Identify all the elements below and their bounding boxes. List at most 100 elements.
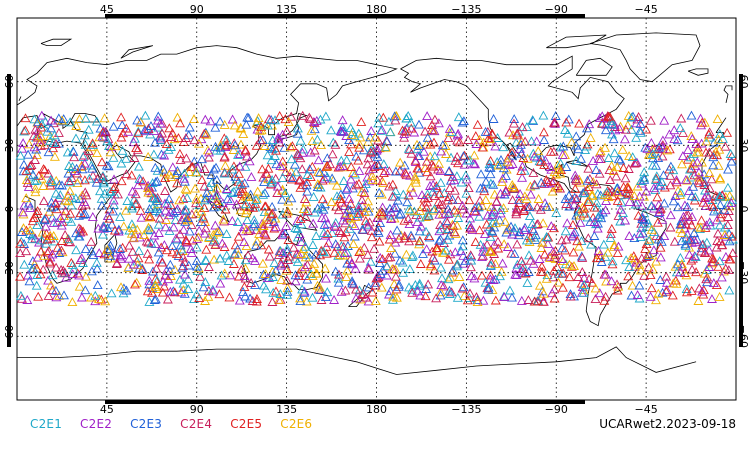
observation-marker [164,123,175,133]
observation-marker [492,236,503,246]
observation-marker [271,286,281,296]
observation-marker [74,114,85,124]
observation-marker [70,193,81,203]
observation-marker [47,270,58,280]
observation-marker [507,229,518,239]
observation-marker [557,243,568,253]
observation-marker [199,181,210,191]
observation-marker [494,215,505,225]
observation-marker [452,220,463,230]
observation-marker [126,228,137,238]
observation-marker [717,133,728,143]
observation-marker [453,195,464,205]
observation-marker [168,207,179,217]
observation-marker [425,180,435,190]
observation-marker [601,276,612,286]
observation-marker [156,149,167,159]
observation-marker [579,188,590,198]
observation-marker [144,254,155,264]
observation-marker [434,209,445,219]
observation-marker [15,248,26,258]
observation-marker [704,167,715,177]
observation-marker [415,258,426,268]
legend-item-c2e2: C2E2 [80,417,113,431]
observation-marker [210,240,221,250]
observation-marker [251,296,262,306]
observation-marker [665,222,676,232]
observation-marker [311,230,322,240]
observation-marker [53,127,64,137]
observation-marker [578,287,589,297]
observation-marker [148,149,159,159]
observation-marker [165,259,176,269]
observation-marker [50,138,61,148]
observation-marker [339,248,350,258]
observation-marker [456,177,467,187]
observation-marker [435,220,446,230]
observation-marker [599,295,610,305]
observation-marker [262,150,273,160]
observation-marker [560,226,571,236]
observation-marker [561,117,572,127]
observation-marker [117,145,128,155]
observation-marker [639,215,650,225]
observation-marker [49,130,60,140]
observation-marker [500,185,511,195]
observation-marker [568,247,579,257]
observation-marker [153,122,164,132]
observation-marker [538,110,549,120]
observation-marker [133,128,144,138]
observation-marker [146,238,157,248]
observation-marker [362,249,373,259]
observation-marker [72,178,83,188]
observation-marker [261,212,272,222]
observation-marker [148,193,159,203]
observation-marker [444,182,455,192]
observation-marker [677,159,687,169]
observation-marker [690,252,701,262]
observation-marker [422,132,433,142]
observation-marker [308,218,319,228]
observation-marker [354,142,365,152]
observation-marker [672,259,683,269]
observation-marker [217,238,228,248]
observation-marker [612,187,623,197]
observation-marker [626,290,637,300]
observation-marker [507,292,517,302]
observation-marker [200,127,211,137]
observation-marker [431,181,442,191]
observation-marker [471,139,482,148]
observation-marker [286,111,297,121]
observation-marker [109,182,120,191]
observation-marker [465,223,476,233]
observation-marker [236,186,247,196]
observation-marker [547,288,558,298]
observation-marker [574,118,585,128]
observation-marker [280,188,291,198]
observation-marker [489,189,500,199]
australia-coast [242,231,323,290]
observation-marker [349,220,360,230]
observation-marker [715,173,725,182]
observation-marker [649,203,659,213]
observation-marker [221,229,232,238]
observation-marker [361,292,371,302]
observation-marker [108,152,119,162]
observation-marker [600,291,611,301]
observation-marker [645,291,656,301]
observation-marker [329,247,340,257]
observation-marker [201,129,212,139]
observation-marker [442,217,453,227]
observation-marker [406,230,416,240]
observation-marker [98,171,108,181]
observation-marker [67,297,78,307]
observation-marker [633,111,644,121]
observation-marker [529,296,540,306]
observation-marker [183,284,194,294]
observation-marker [400,168,411,178]
observation-marker [697,117,708,127]
observation-marker [178,193,189,203]
observation-marker [209,254,220,264]
observation-marker [227,114,238,124]
observation-marker [76,292,87,302]
